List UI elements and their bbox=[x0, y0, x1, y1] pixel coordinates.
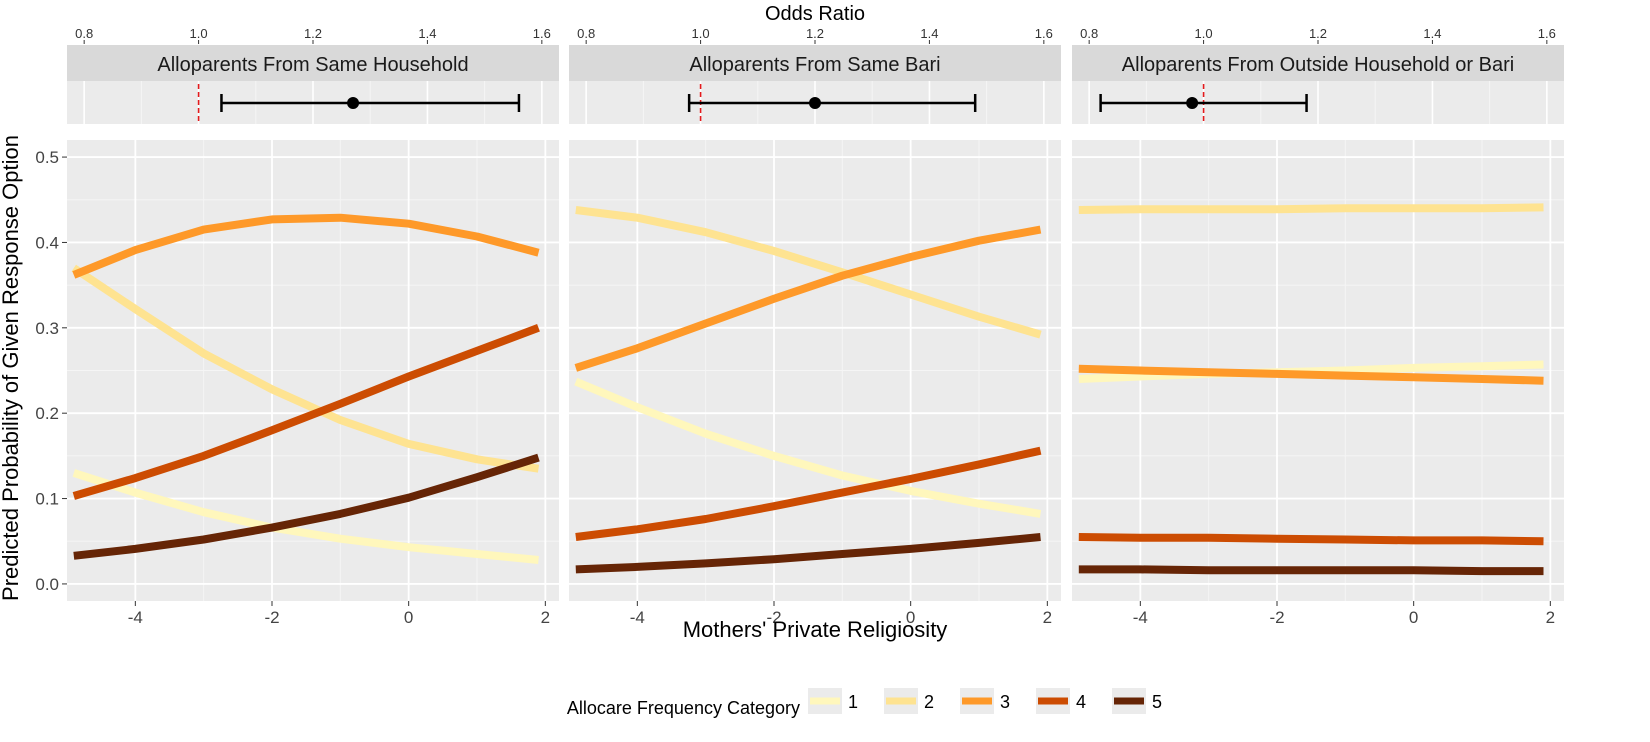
x-tick-label: 0 bbox=[404, 608, 413, 627]
series-line-4 bbox=[575, 446, 1042, 541]
or-tick-label: 1.2 bbox=[806, 26, 824, 41]
y-tick-label: 0.4 bbox=[35, 233, 59, 252]
legend-title: Allocare Frequency Category bbox=[567, 698, 800, 718]
series-line-1 bbox=[574, 377, 1042, 518]
series-line-2 bbox=[71, 264, 540, 473]
or-tick-label: 1.0 bbox=[190, 26, 208, 41]
or-tick-label: 1.6 bbox=[1538, 26, 1556, 41]
series-line-2 bbox=[575, 206, 1042, 339]
y-tick-label: 0.0 bbox=[35, 575, 59, 594]
facet-strip bbox=[67, 45, 559, 81]
or-tick-label: 1.4 bbox=[920, 26, 938, 41]
x-axis-title: Mothers' Private Religiosity bbox=[683, 617, 948, 642]
series-line-3 bbox=[574, 225, 1042, 372]
y-tick-label: 0.5 bbox=[35, 148, 59, 167]
legend-label: 1 bbox=[848, 692, 858, 712]
odds-ratio-axis-title: Odds Ratio bbox=[765, 3, 865, 25]
series-line-4 bbox=[72, 324, 540, 500]
series-line-1 bbox=[72, 469, 539, 564]
facet-strip-title: Alloparents From Same Household bbox=[157, 54, 468, 76]
series-line-5 bbox=[73, 453, 540, 560]
series-line-2 bbox=[1078, 203, 1544, 214]
x-tick-label: -4 bbox=[128, 608, 143, 627]
y-tick-label: 0.3 bbox=[35, 319, 59, 338]
y-axis-title: Predicted Probability of Given Response … bbox=[0, 135, 23, 601]
or-estimate-point bbox=[809, 97, 821, 109]
legend-label: 2 bbox=[924, 692, 934, 712]
or-tick-label: 1.4 bbox=[1423, 26, 1441, 41]
legend: Allocare Frequency Category 1 2 3 4 5 bbox=[567, 688, 1162, 718]
series-line-3 bbox=[72, 213, 540, 279]
x-tick-label: -2 bbox=[1269, 608, 1284, 627]
x-tick-label: 2 bbox=[1546, 608, 1555, 627]
facet-panel: 0.8 1.0 1.2 1.4 1.6 Alloparents From Same Bar… bbox=[569, 26, 1061, 627]
or-tick-label: 0.8 bbox=[75, 26, 93, 41]
facet-strip bbox=[569, 45, 1061, 81]
or-tick-label: 0.8 bbox=[577, 26, 595, 41]
or-tick-label: 1.2 bbox=[1309, 26, 1327, 41]
or-estimate-point bbox=[347, 97, 360, 109]
x-tick-label: -4 bbox=[1133, 608, 1148, 627]
or-estimate-point bbox=[1186, 97, 1199, 109]
or-tick-label: 1.0 bbox=[692, 26, 710, 41]
or-tick-label: 1.6 bbox=[533, 26, 551, 41]
x-tick-label: -2 bbox=[766, 608, 781, 627]
or-tick-label: 0.8 bbox=[1080, 26, 1098, 41]
series-line-5 bbox=[1078, 565, 1544, 576]
facet-strip-title: Alloparents From Same Bari bbox=[689, 54, 940, 76]
y-tick-label: 0.2 bbox=[35, 404, 59, 423]
or-tick-label: 1.2 bbox=[304, 26, 322, 41]
y-tick-label: 0.1 bbox=[35, 490, 59, 509]
x-tick-label: -2 bbox=[264, 608, 279, 627]
series-line-5 bbox=[575, 533, 1041, 574]
series-line-3 bbox=[1078, 364, 1544, 385]
legend-label: 4 bbox=[1076, 692, 1086, 712]
x-tick-label: 0 bbox=[1409, 608, 1418, 627]
series-line-4 bbox=[1078, 533, 1544, 546]
legend-label: 3 bbox=[1000, 692, 1010, 712]
x-tick-label: 0 bbox=[906, 608, 915, 627]
facet-strip-title: Alloparents From Outside Household or Ba… bbox=[1122, 54, 1514, 76]
legend-label: 5 bbox=[1152, 692, 1162, 712]
x-tick-label: 2 bbox=[1043, 608, 1052, 627]
x-tick-label: -4 bbox=[630, 608, 645, 627]
or-tick-label: 1.0 bbox=[1195, 26, 1213, 41]
panels: 0.8 1.0 1.2 1.4 1.6 Alloparents From Same Hou… bbox=[35, 26, 1564, 627]
facet-panel: 0.8 1.0 1.2 1.4 1.6 Alloparents From Outside … bbox=[1072, 26, 1564, 627]
facet-strip bbox=[1072, 45, 1564, 81]
or-tick-label: 1.4 bbox=[418, 26, 436, 41]
or-tick-label: 1.6 bbox=[1035, 26, 1053, 41]
facet-panel: 0.8 1.0 1.2 1.4 1.6 Alloparents From Same Hou… bbox=[35, 26, 559, 627]
x-tick-label: 2 bbox=[541, 608, 550, 627]
legend-items: 1 2 3 4 5 bbox=[808, 688, 1162, 714]
